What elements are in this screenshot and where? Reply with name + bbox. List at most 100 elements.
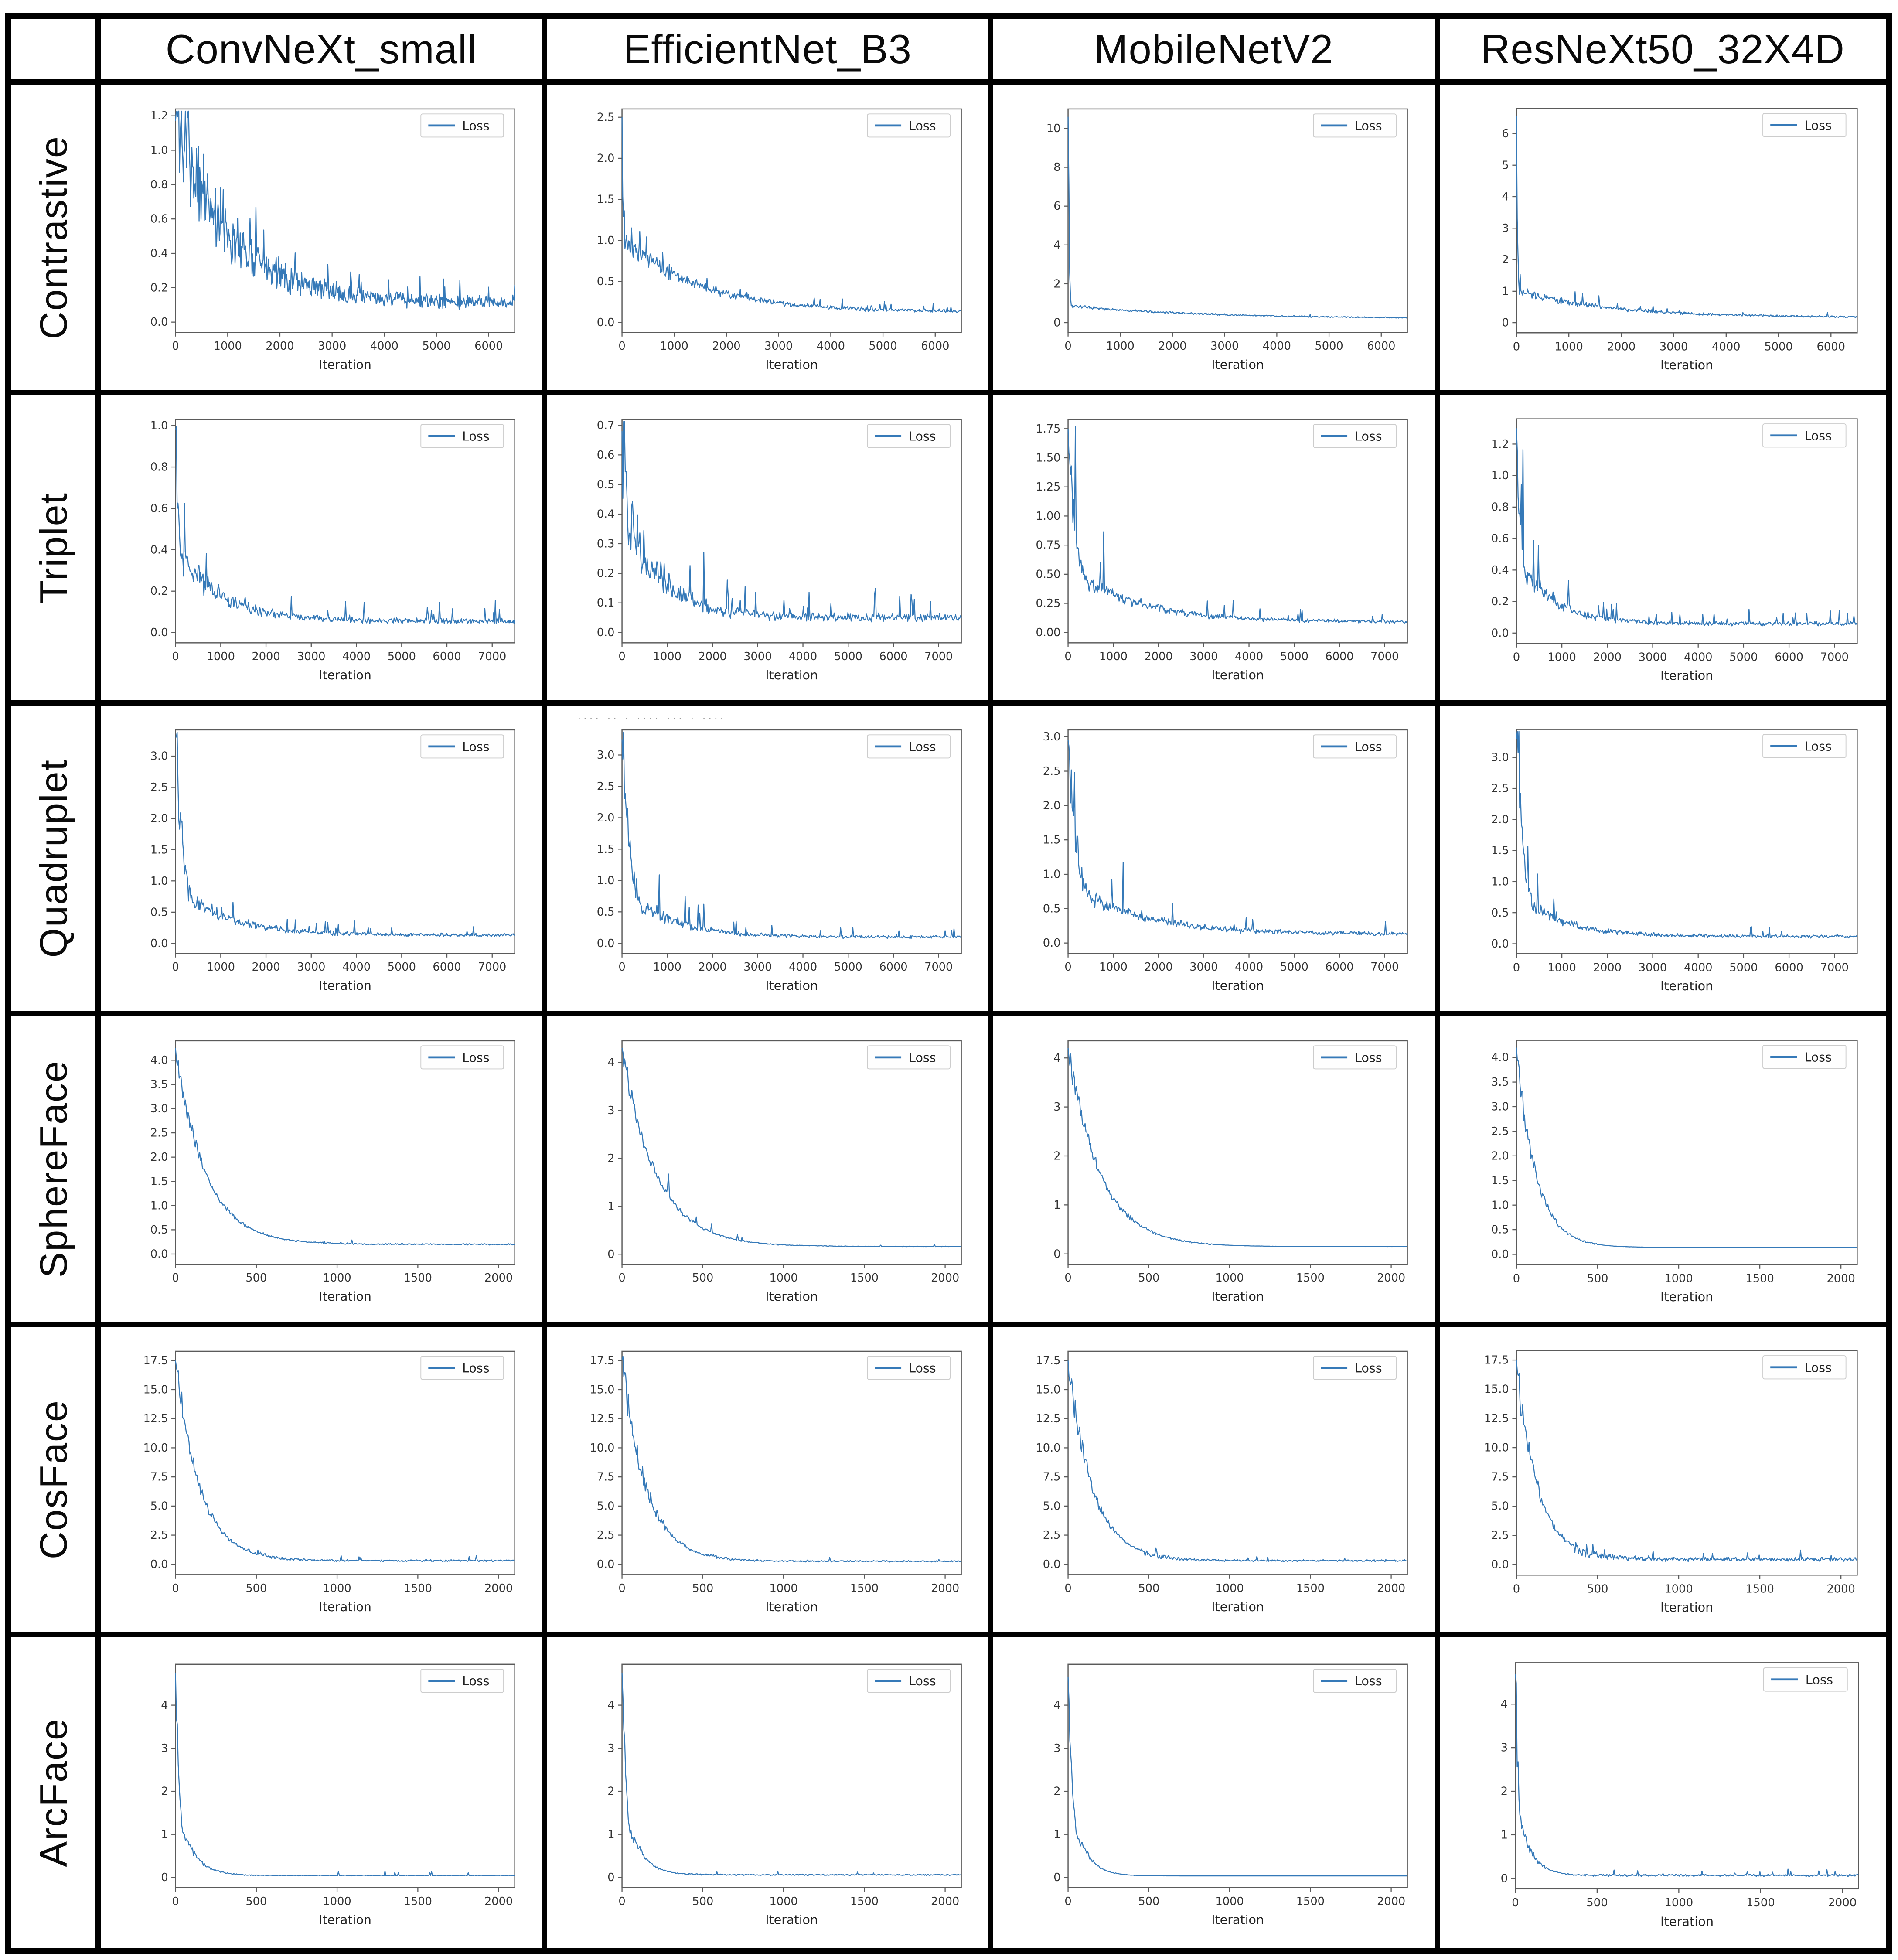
svg-text:0: 0 <box>1053 1871 1060 1884</box>
x-axis-label: Iteration <box>765 1913 818 1927</box>
svg-text:1500: 1500 <box>404 1582 432 1595</box>
svg-text:0: 0 <box>618 650 625 663</box>
svg-text:4000: 4000 <box>1263 340 1291 353</box>
svg-text:2000: 2000 <box>712 340 740 353</box>
svg-text:2000: 2000 <box>931 1582 959 1595</box>
loss-plot: 0 500 1000 1500 2000 0 1 2 3 4 Iteration Loss <box>1053 1040 1408 1303</box>
svg-text:17.5: 17.5 <box>590 1354 614 1367</box>
svg-text:5000: 5000 <box>1280 961 1308 974</box>
svg-text:500: 500 <box>1587 1582 1608 1595</box>
svg-text:6000: 6000 <box>1775 961 1803 975</box>
svg-text:1000: 1000 <box>1216 1582 1244 1595</box>
legend-box <box>1313 1356 1397 1380</box>
svg-text:4: 4 <box>161 1699 168 1712</box>
legend-label: Loss <box>909 1361 936 1375</box>
svg-text:10.0: 10.0 <box>1036 1442 1061 1455</box>
loss-curve <box>621 1356 961 1563</box>
loss-plot: 0 500 1000 1500 2000 0 1 2 3 4 Iteration Loss <box>161 1663 516 1927</box>
column-header-efficientnet-b3: EfficientNet_B3 <box>547 19 993 85</box>
legend-label: Loss <box>909 740 936 754</box>
svg-text:2000: 2000 <box>1828 1896 1857 1909</box>
plot-arcface-efficientnet: 0 500 1000 1500 2000 0 1 2 3 4 Iteration Loss <box>547 1637 993 1948</box>
legend-label: Loss <box>1806 1672 1833 1687</box>
svg-text:500: 500 <box>692 1895 713 1908</box>
svg-text:3000: 3000 <box>297 961 325 974</box>
svg-text:0: 0 <box>1053 317 1060 330</box>
svg-text:1000: 1000 <box>207 650 235 663</box>
svg-text:3000: 3000 <box>1639 961 1667 975</box>
plot-arcface-mobilenetv2: 0 500 1000 1500 2000 0 1 2 3 4 Iteration Loss <box>993 1637 1440 1948</box>
svg-text:12.5: 12.5 <box>590 1412 614 1425</box>
svg-text:7.5: 7.5 <box>1043 1470 1061 1483</box>
legend-label: Loss <box>909 1050 936 1065</box>
svg-text:1.0: 1.0 <box>150 875 168 888</box>
svg-text:0.0: 0.0 <box>596 937 614 950</box>
svg-text:0.0: 0.0 <box>150 316 168 329</box>
svg-text:3.0: 3.0 <box>596 749 614 762</box>
svg-text:0.1: 0.1 <box>596 597 614 610</box>
svg-text:2000: 2000 <box>1145 650 1173 663</box>
x-axis-label: Iteration <box>319 1599 371 1614</box>
svg-text:0.5: 0.5 <box>1491 1223 1509 1236</box>
svg-text:500: 500 <box>1586 1896 1608 1909</box>
svg-text:1500: 1500 <box>850 1895 878 1908</box>
loss-curve <box>175 426 515 624</box>
svg-text:1.0: 1.0 <box>596 874 614 887</box>
x-axis-label: Iteration <box>1660 1600 1713 1615</box>
svg-text:7.5: 7.5 <box>596 1470 614 1483</box>
svg-text:3.0: 3.0 <box>1491 751 1509 764</box>
svg-text:7.5: 7.5 <box>150 1470 168 1483</box>
svg-text:0: 0 <box>1502 317 1509 330</box>
svg-text:5000: 5000 <box>1729 651 1758 664</box>
svg-text:0.0: 0.0 <box>1491 937 1509 951</box>
loss-curve <box>175 1673 515 1877</box>
svg-text:3: 3 <box>1053 1101 1060 1114</box>
row-header-triplet: Triplet <box>11 395 101 706</box>
svg-text:0.2: 0.2 <box>1491 595 1509 608</box>
svg-text:1000: 1000 <box>1106 340 1135 353</box>
svg-text:1.5: 1.5 <box>596 193 614 206</box>
svg-text:2.5: 2.5 <box>1043 1529 1061 1542</box>
svg-text:2: 2 <box>1053 1149 1060 1162</box>
plot-triplet-mobilenetv2: 0 1000 2000 3000 4000 5000 6000 7000 0.00 0.25 0.5… <box>993 395 1440 706</box>
svg-text:1000: 1000 <box>769 1582 797 1595</box>
svg-text:0: 0 <box>1065 961 1072 974</box>
svg-text:2000: 2000 <box>1593 961 1621 975</box>
legend-box <box>1313 734 1397 759</box>
loss-plot: 0 500 1000 1500 2000 0.0 0.5 1.0 1.5 2.0 2.5 3.0 3.5… <box>1491 1039 1858 1304</box>
svg-text:2.0: 2.0 <box>1491 1149 1509 1162</box>
loss-plot: 0 1000 2000 3000 4000 5000 6000 7000 0.0 0.5 1.0 1.… <box>150 729 516 993</box>
svg-text:1: 1 <box>1053 1198 1060 1211</box>
svg-text:2000: 2000 <box>1826 1582 1855 1595</box>
plot-cosface-convnext: 0 500 1000 1500 2000 0.0 2.5 5.0 7.5 10.0 12.5 15.0… <box>101 1326 547 1637</box>
svg-text:0: 0 <box>1053 1248 1060 1261</box>
svg-text:1500: 1500 <box>404 1271 432 1285</box>
svg-text:0: 0 <box>172 1582 179 1595</box>
legend-box <box>1762 423 1847 448</box>
svg-text:12.5: 12.5 <box>1484 1412 1509 1425</box>
svg-text:6000: 6000 <box>474 340 503 353</box>
svg-text:1500: 1500 <box>404 1895 432 1908</box>
legend-label: Loss <box>1355 740 1382 754</box>
svg-text:1000: 1000 <box>769 1271 797 1285</box>
column-header-convnext-small: ConvNeXt_small <box>101 19 547 85</box>
svg-text:4: 4 <box>1501 1698 1508 1711</box>
svg-text:1.0: 1.0 <box>150 419 168 433</box>
loss-curve <box>175 732 515 937</box>
svg-text:0.7: 0.7 <box>596 419 614 432</box>
legend-label: Loss <box>1804 1050 1832 1064</box>
svg-text:2: 2 <box>1053 1785 1060 1798</box>
svg-text:500: 500 <box>246 1271 267 1285</box>
svg-text:1000: 1000 <box>1554 340 1583 353</box>
svg-text:17.5: 17.5 <box>1484 1353 1509 1367</box>
svg-text:1.0: 1.0 <box>1491 469 1509 482</box>
plot-quadruplet-convnext: 0 1000 2000 3000 4000 5000 6000 7000 0.0 0.5 1.0 1.… <box>101 706 547 1016</box>
svg-text:1500: 1500 <box>1745 1272 1774 1285</box>
svg-text:1000: 1000 <box>323 1582 351 1595</box>
svg-text:2000: 2000 <box>1377 1271 1405 1285</box>
svg-text:2000: 2000 <box>1593 651 1621 664</box>
svg-text:2.5: 2.5 <box>150 781 168 794</box>
svg-text:2.5: 2.5 <box>150 1529 168 1542</box>
svg-text:0: 0 <box>1513 961 1520 975</box>
svg-text:0: 0 <box>1513 340 1520 353</box>
